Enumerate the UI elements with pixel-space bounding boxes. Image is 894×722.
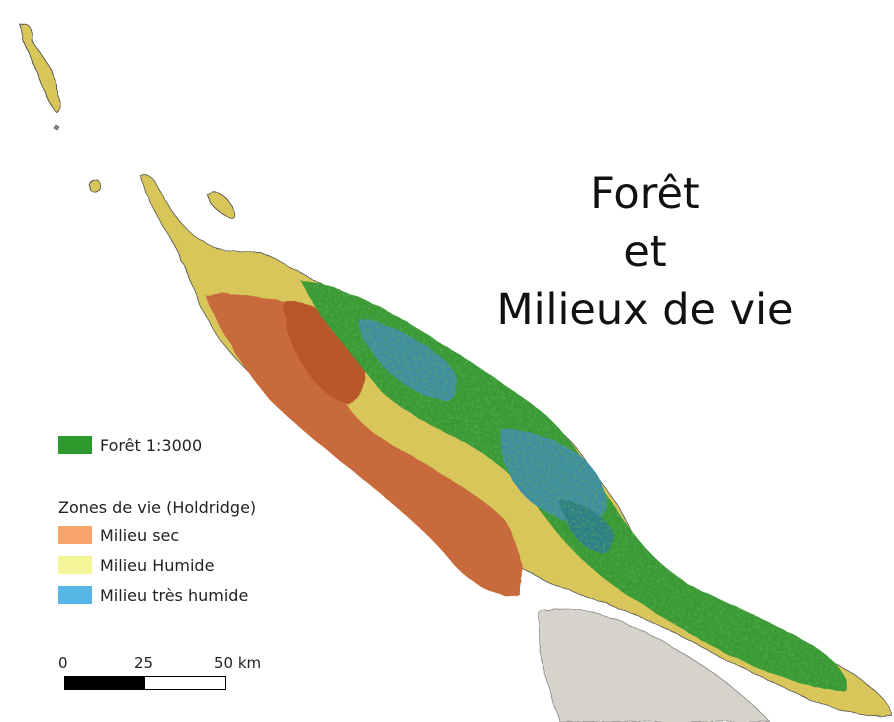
legend-swatch-humid: [58, 556, 92, 574]
islet-belep: [207, 191, 236, 219]
islet-small: [87, 178, 101, 192]
scale-label-25: 25: [134, 654, 154, 672]
legend-item-very-humid: Milieu très humide: [58, 580, 256, 610]
legend-swatch-very-humid: [58, 586, 92, 604]
legend-item-dry: Milieu sec: [58, 520, 256, 550]
northern-islet: [19, 23, 59, 113]
dry-zone-center: [284, 300, 366, 405]
scale-segment-black: [65, 677, 145, 689]
title-line-2: et: [623, 227, 667, 277]
dry-zone-west: [205, 293, 522, 596]
other-land: [538, 608, 771, 722]
scale-bar: 0 25 50 km: [58, 654, 298, 690]
legend-label-very-humid: Milieu très humide: [100, 585, 249, 605]
scale-label-50: 50 km: [214, 654, 262, 672]
title-line-3: Milieux de vie: [496, 285, 794, 335]
title-line-1: Forêt: [590, 169, 700, 219]
legend-swatch-dry: [58, 526, 92, 544]
legend-heading-zones: Zones de vie (Holdridge): [58, 498, 257, 517]
scale-bar-graphic: [64, 676, 226, 690]
legend-label-dry: Milieu sec: [100, 525, 180, 545]
scale-label-0: 0: [58, 654, 68, 672]
legend-label-humid: Milieu Humide: [100, 555, 215, 575]
legend: Forêt 1:3000 Zones de vie (Holdridge) Mi…: [58, 430, 256, 610]
legend-item-forest: Forêt 1:3000: [58, 430, 256, 460]
legend-label-forest: Forêt 1:3000: [100, 435, 203, 455]
map-title: Forêt et Milieux de vie: [470, 165, 820, 339]
islet-dot: [53, 124, 60, 131]
legend-swatch-forest: [58, 436, 92, 454]
scale-segment-white: [145, 677, 225, 689]
legend-item-humid: Milieu Humide: [58, 550, 256, 580]
forest-texture: [300, 280, 847, 690]
